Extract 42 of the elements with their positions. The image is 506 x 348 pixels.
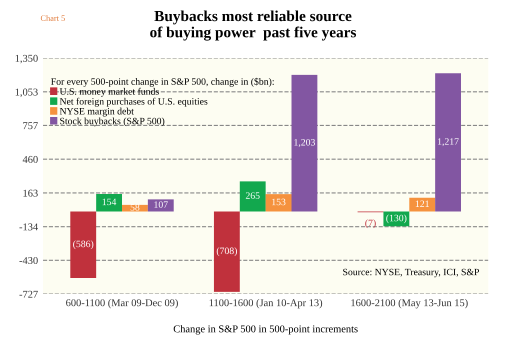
bar (148, 199, 174, 212)
data-label: 1,217 (438, 138, 459, 146)
bar (409, 198, 436, 212)
annotation: Source: NYSE, Treasury, ICI, S&P (343, 268, 479, 278)
legend-label: Stock buybacks (S&P 500) (60, 117, 164, 126)
y-tick-label: -134 (19, 223, 38, 230)
x-tick-label: 1600-2100 (May 13-Jun 15) (351, 298, 468, 308)
bar (292, 74, 318, 212)
bar (214, 211, 240, 292)
data-label: (7) (365, 219, 376, 228)
y-tick-label: 757 (23, 122, 38, 130)
data-label: 265 (246, 192, 260, 199)
legend-label: Net foreign purchases of U.S. equities (60, 98, 208, 107)
x-tick-label: 600-1100 (Mar 09-Dec 09) (66, 298, 178, 308)
y-tick-label: -430 (19, 257, 38, 264)
bar (96, 194, 122, 212)
data-label: 1,203 (294, 139, 315, 147)
y-tick-label: 1,350 (16, 54, 38, 64)
caption: Chart 5 (40, 15, 65, 21)
y-tick-label: 1,053 (16, 88, 38, 98)
data-label: (708) (216, 247, 237, 256)
x-axis-title: Change in S&P 500 in 500-point increments (174, 325, 358, 335)
data-label: 107 (154, 201, 168, 208)
data-label: 58 (130, 204, 140, 211)
y-tick-label: -727 (19, 290, 38, 298)
y-tick-label: 460 (22, 156, 38, 163)
data-label: 153 (272, 198, 286, 206)
y-tick-label: 163 (23, 190, 38, 197)
legend-title: For every 500-point change in S&P 500, change in ($bn): (51, 78, 274, 87)
bar (122, 204, 148, 212)
data-label: (586) (73, 240, 94, 250)
data-label: 121 (416, 200, 429, 207)
data-label: 154 (102, 198, 116, 206)
chart-title: Buybacks most reliable source of buying power past five years (150, 10, 356, 41)
bar (70, 211, 96, 278)
data-label: (130) (386, 214, 406, 224)
legend-label: NYSE margin debt (60, 108, 134, 116)
x-tick-label: 1100-1600 (Jan 10-Apr 13) (210, 298, 322, 308)
legend-label: U.S. money market funds (60, 88, 159, 97)
bar (435, 73, 461, 212)
bar (266, 194, 292, 212)
bar (240, 181, 266, 212)
